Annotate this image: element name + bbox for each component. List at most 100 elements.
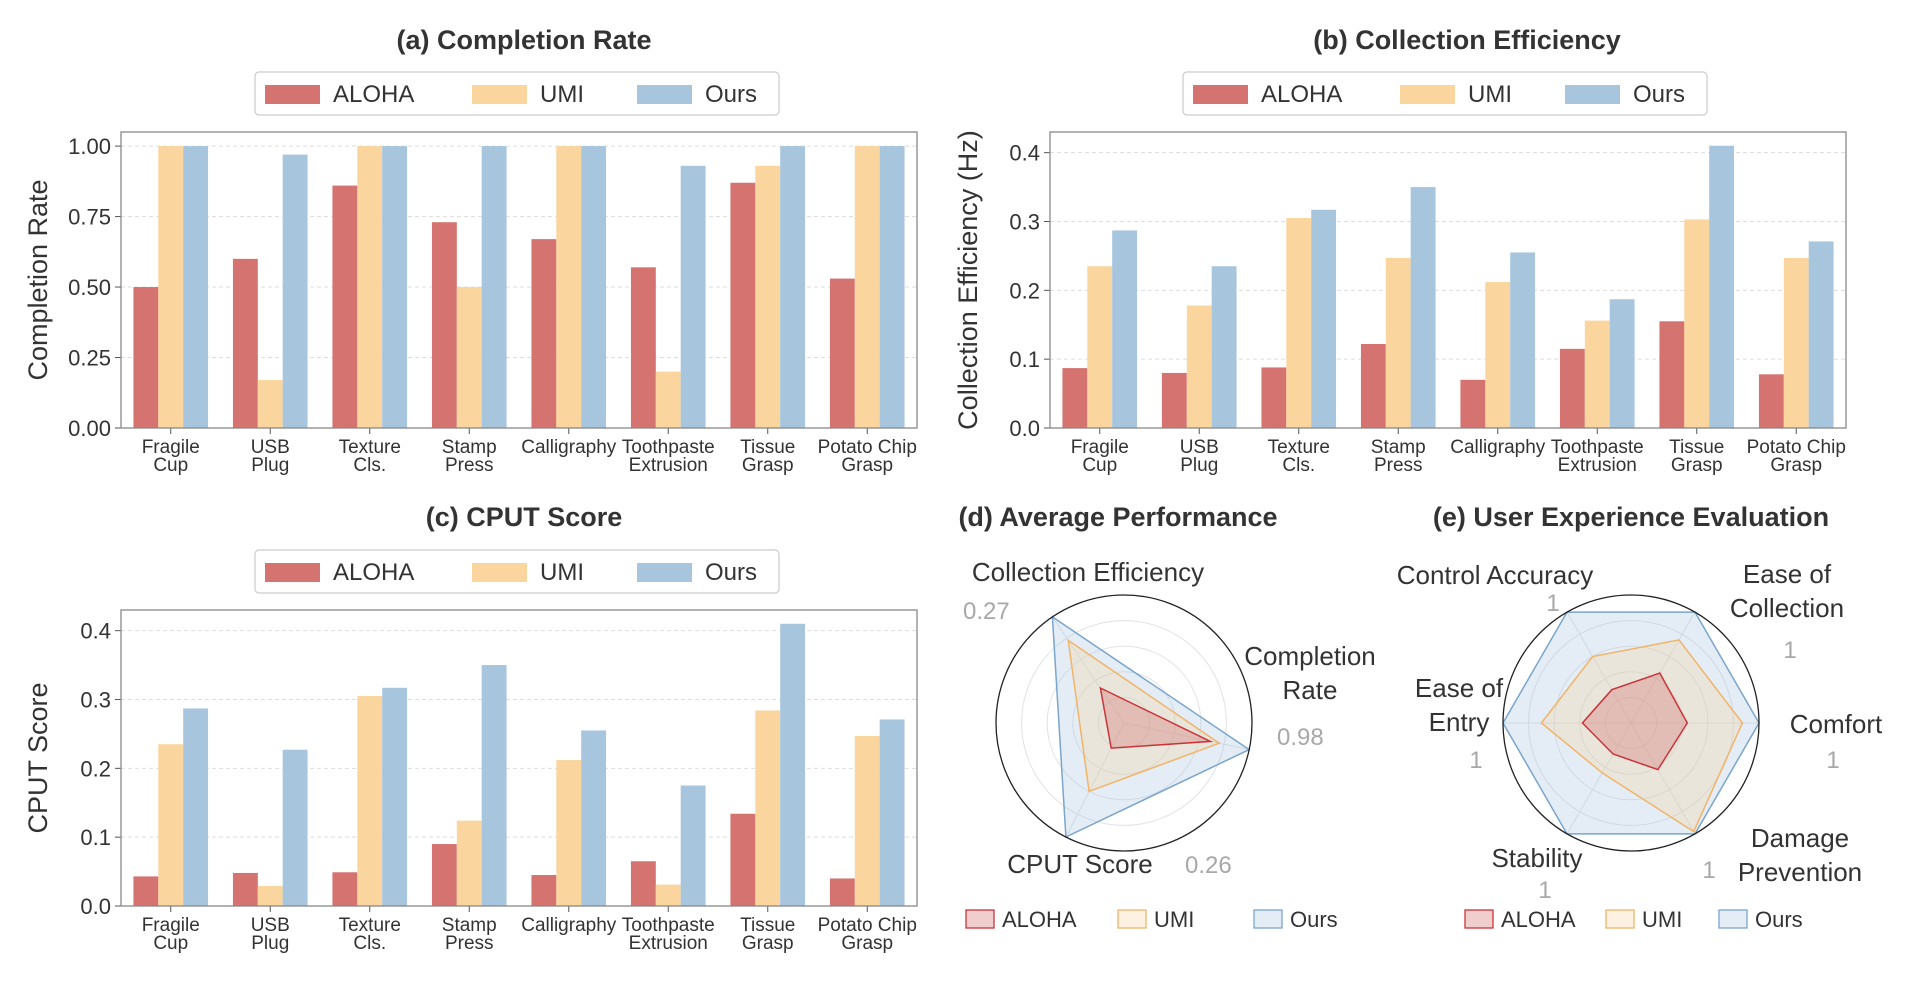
bar-ours [382,687,408,906]
x-tick-label: Cls. [1282,455,1315,476]
bar-ours [879,719,905,906]
plot-frame [120,609,918,907]
bar-ours [581,730,607,906]
chart-title: (a) Completion Rate [396,25,651,55]
x-tick-label: Grasp [742,933,794,954]
bar-umi [1286,218,1312,428]
x-tick-label: Calligraphy [521,915,617,936]
legend-swatch-umi [472,85,527,104]
radar-polygon-ours [1051,615,1251,839]
radar-axis-max-label: 0.27 [963,598,1010,625]
chart-title: (b) Collection Efficiency [1313,25,1621,55]
x-tick-label: Texture [339,915,401,936]
radar-polygon-umi [1067,638,1221,793]
radar-grid-ring [1046,645,1202,801]
y-tick-label: 0.25 [68,346,111,371]
bar-aloha [829,278,855,428]
legend-label-aloha: ALOHA [333,559,414,586]
bar-ours [1311,209,1337,428]
legend-label-ours: Ours [1633,81,1685,108]
radar-axis-max-label: 0.26 [1185,852,1232,879]
radar-axis-max-label: 1 [1538,877,1551,904]
radar-outer-ring [1502,594,1760,852]
legend-swatch-ours [637,563,692,582]
x-tick-label: Grasp [841,933,893,954]
y-tick-label: 0.4 [80,619,111,644]
bar-aloha [332,185,358,428]
bar-ours [282,749,308,906]
legend-swatch-umi [1605,909,1635,929]
radar-axis-max-label: 0.98 [1277,724,1324,751]
x-tick-label: USB [251,437,290,458]
x-tick-label: Fragile [1071,437,1129,458]
y-tick-label: 0.2 [80,756,111,781]
bar-aloha [431,222,457,428]
radar-polygon-umi [1540,639,1744,833]
x-tick-label: Toothpaste [622,915,715,936]
legend: ALOHA UMI Ours [1182,71,1708,116]
bar-ours [1112,230,1138,428]
y-tick-label: 0.00 [68,416,111,441]
x-tick-label: Potato Chip [1747,437,1846,458]
bar-ours [282,154,308,429]
legend-label-umi: UMI [540,559,584,586]
radar-outer-ring [995,594,1253,852]
bar-ours [1510,252,1536,428]
radar-axis-label: Entry [1429,707,1490,737]
bar-umi [655,371,681,428]
x-tick-label: Grasp [742,455,794,476]
radar-axis-label: Completion [1244,641,1376,671]
bar-umi [854,735,880,906]
bar-ours [780,623,806,906]
radar-axis-label: Comfort [1790,709,1883,739]
legend-swatch-aloha [1464,909,1494,929]
y-tick-label: 0.1 [80,825,111,850]
radar-axis-label: Rate [1283,675,1338,705]
y-tick-label: 0.0 [1009,416,1040,441]
chart-a: (a) Completion Rate ALOHA UMI Ours 0.00 0.25 0… [23,25,918,476]
radar-axis-label: Collection [1730,593,1844,623]
bar-ours [1211,266,1237,428]
bar-umi [556,146,582,428]
plot-frame [120,131,918,429]
bar-ours [1808,241,1834,428]
bar-ours [481,665,507,906]
legend-swatch-aloha [265,85,320,104]
legend-swatch-aloha [1193,85,1248,104]
bar-umi [1783,257,1809,428]
chart-title: (d) Average Performance [958,502,1277,532]
legend-swatch-aloha [265,563,320,582]
y-axis-label: Collection Efficiency (Hz) [953,130,983,430]
bar-umi [1485,282,1511,428]
bar-umi [1684,219,1710,428]
bar-umi [357,696,383,906]
legend-swatch-umi [1400,85,1455,104]
x-tick-label: Toothpaste [1551,437,1644,458]
legend-label-ours: Ours [705,559,757,586]
y-tick-label: 0.3 [1009,209,1040,234]
x-tick-label: Texture [339,437,401,458]
legend-swatch-aloha [965,909,995,929]
legend-swatch-ours [1565,85,1620,104]
x-tick-label: Extrusion [629,933,708,954]
bar-umi [755,165,781,429]
x-tick-label: Grasp [1770,455,1822,476]
x-tick-label: Press [1374,455,1423,476]
x-tick-label: Cup [153,933,188,954]
x-tick-label: Toothpaste [622,437,715,458]
bar-umi [556,760,582,906]
y-tick-label: 1.00 [68,134,111,159]
radar-spoke [1630,611,1696,724]
bar-aloha [133,287,159,428]
x-tick-label: Calligraphy [521,437,617,458]
radar-axis-max-label: 1 [1702,857,1715,884]
bar-aloha [531,875,557,906]
bar-aloha [829,878,855,906]
legend-label-aloha: ALOHA [333,81,414,108]
y-tick-label: 0.75 [68,205,111,230]
legend-swatch-umi [1117,909,1147,929]
y-tick-label: 0.3 [80,687,111,712]
y-axis-label: Completion Rate [23,179,53,380]
legend: ALOHA UMI Ours [254,71,780,116]
bar-aloha [531,239,557,428]
